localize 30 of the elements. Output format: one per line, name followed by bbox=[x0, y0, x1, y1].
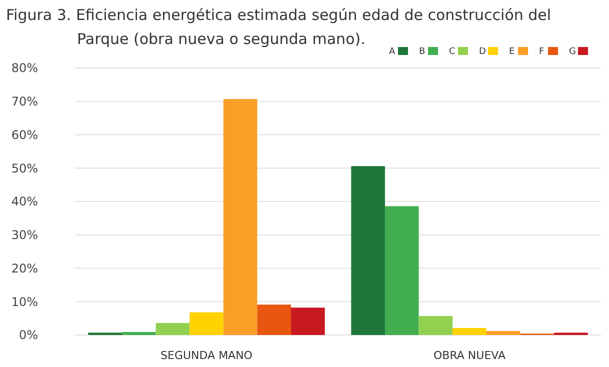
x-tick-label: SEGUNDA MANO bbox=[160, 349, 253, 362]
bar bbox=[452, 328, 486, 335]
y-tick-label: 50% bbox=[11, 161, 38, 176]
legend-label: A bbox=[389, 47, 396, 57]
y-tick-label: 20% bbox=[11, 261, 38, 276]
bar bbox=[156, 322, 190, 335]
y-tick-label: 0% bbox=[18, 328, 38, 342]
bar bbox=[418, 316, 453, 335]
y-tick-label: 40% bbox=[11, 194, 38, 209]
y-tick-label: 80% bbox=[11, 61, 38, 76]
bar bbox=[351, 166, 385, 335]
bar bbox=[486, 330, 520, 335]
y-tick-label: 30% bbox=[11, 228, 38, 242]
legend-label: B bbox=[419, 47, 426, 57]
legend-label: D bbox=[479, 47, 486, 57]
y-tick-label: 60% bbox=[11, 128, 38, 142]
x-tick-label: OBRA NUEVA bbox=[434, 349, 506, 362]
bar bbox=[257, 304, 292, 335]
bar bbox=[291, 308, 325, 335]
bar bbox=[384, 206, 419, 335]
chart-title: Figura 3. Eficiencia energética estimada según edad de construcción del Parque (obra nueva o segunda mano). bbox=[6, 6, 552, 48]
legend-label: G bbox=[569, 47, 576, 57]
bar bbox=[122, 332, 156, 335]
legend-label: E bbox=[509, 47, 515, 57]
y-tick-label: 10% bbox=[11, 294, 38, 309]
bar bbox=[223, 99, 258, 335]
bar bbox=[190, 312, 224, 335]
legend-label: F bbox=[539, 47, 544, 57]
legend-label: C bbox=[449, 47, 456, 57]
y-tick-label: 70% bbox=[11, 94, 38, 109]
